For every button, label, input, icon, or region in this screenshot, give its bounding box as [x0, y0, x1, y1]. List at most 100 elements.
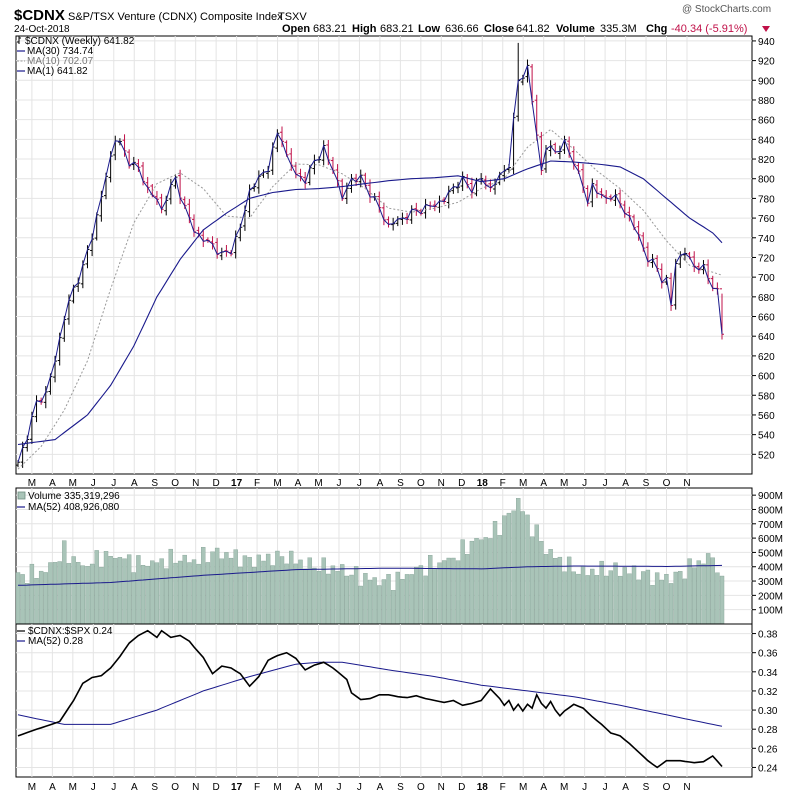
price-xtick-label: A	[540, 478, 547, 489]
price-frame	[15, 35, 753, 475]
volume-bar	[76, 562, 81, 625]
ratio-xtick-label: N	[683, 782, 690, 793]
price-xtick-label: O	[171, 478, 179, 489]
price-xtick-label: M	[314, 478, 322, 489]
ratio-ytick-label: 0.28	[758, 725, 778, 736]
volume-ytick-label: 100M	[758, 606, 783, 617]
volume-bar	[326, 573, 331, 625]
volume-ma52-line	[17, 564, 723, 586]
volume-bar	[275, 550, 280, 625]
ratio-xtick-label: A	[295, 782, 302, 793]
volume-bar	[363, 573, 368, 625]
price-xtick-label: J	[91, 478, 96, 489]
ratio-panel: 0.24 0.26 0.28 0.30 0.32 0.34 0.36 0.38 M A M J J A S O…	[15, 623, 778, 793]
volume-bar	[38, 570, 44, 625]
volume-bar	[164, 568, 169, 625]
price-xtick-label: J	[337, 478, 342, 489]
volume-bar	[506, 512, 512, 625]
ratio-xtick-label: M	[69, 782, 77, 793]
volume-bar	[122, 558, 127, 625]
price-ytick-label: 680	[758, 293, 775, 304]
volume-bar	[437, 562, 442, 625]
index-name: S&P/TSX Venture (CDNX) Composite Index	[68, 11, 283, 23]
ratio-ytick-label: 0.38	[758, 630, 778, 641]
high-label: High	[352, 23, 377, 35]
price-ytick-label: 780	[758, 194, 775, 205]
volume-bar	[659, 579, 664, 625]
volume-bar	[71, 556, 76, 625]
volume-ytick-label: 900M	[758, 491, 783, 502]
price-xtick-label: A	[377, 478, 384, 489]
volume-bar	[682, 578, 688, 625]
ratio-xtick-label: J	[603, 782, 608, 793]
close-label: Close	[484, 23, 514, 35]
volume-bar	[321, 557, 326, 625]
volume-bar	[576, 573, 581, 625]
volume-ytick-label: 400M	[758, 563, 783, 574]
price-ytick-label: 820	[758, 155, 775, 166]
volume-bar	[590, 568, 595, 625]
ratio-xtick-label: M	[314, 782, 322, 793]
close-value: 641.82	[516, 23, 550, 35]
volume-bar	[52, 562, 58, 625]
volume-bar	[367, 579, 373, 625]
volume-bar	[520, 511, 525, 625]
volume-bar	[446, 557, 451, 625]
ratio-ytick-label: 0.32	[758, 687, 778, 698]
price-ytick-label: 800	[758, 175, 775, 186]
volume-bar	[62, 540, 67, 625]
volume-bar	[664, 574, 669, 625]
volume-bar	[705, 553, 711, 625]
ma1-line	[17, 65, 723, 463]
price-xtick-label: A	[131, 478, 138, 489]
volume-bar	[631, 565, 637, 625]
volume-bar	[516, 498, 521, 625]
volume-bar	[242, 555, 248, 625]
volume-bar	[214, 547, 220, 625]
ratio-ma-legend-text: MA(52) 0.28	[28, 636, 83, 647]
exchange: TSXV	[278, 11, 307, 23]
volume-bar	[673, 571, 678, 625]
volume-bar	[228, 557, 234, 625]
price-ytick-label: 540	[758, 431, 775, 442]
volume-bar	[599, 560, 604, 625]
volume-bar	[696, 560, 701, 625]
volume-bar	[608, 570, 613, 625]
volume-bar	[302, 568, 308, 625]
volume-bar	[492, 521, 498, 625]
volume-bar	[136, 555, 141, 625]
volume-bar	[126, 554, 132, 625]
ratio-xtick-label: M	[28, 782, 36, 793]
volume-bar	[173, 562, 178, 625]
price-legend-item-bar: $CDNX (Weekly) 641.82	[17, 36, 135, 47]
volume-bar	[358, 585, 363, 625]
volume-bar	[617, 575, 623, 625]
ratio-xtick-label: D	[212, 782, 219, 793]
volume-bar	[43, 572, 48, 625]
volume-bar	[196, 563, 201, 625]
ratio-xtick-label: N	[438, 782, 445, 793]
volume-bar	[20, 574, 25, 625]
volume-ytick-label: 800M	[758, 505, 783, 516]
volume-bar	[349, 574, 354, 625]
ratio-xtick-label: J	[582, 782, 587, 793]
price-xtick-label: N	[192, 478, 199, 489]
volume-bar	[224, 552, 229, 625]
volume-bar	[441, 560, 447, 625]
volume-bar	[469, 540, 475, 625]
watermark: @ StockCharts.com	[682, 4, 771, 15]
volume-bar	[279, 556, 285, 625]
volume-bar	[201, 547, 206, 625]
volume-bar	[145, 565, 150, 625]
ma1-legend-text: MA(1) 641.82	[27, 66, 88, 77]
low-label: Low	[418, 23, 440, 35]
volume-bar	[645, 569, 651, 625]
volume-bar	[395, 571, 400, 625]
volume-bar	[654, 572, 660, 625]
ratio-xtick-label: F	[500, 782, 506, 793]
price-ytick-label: 560	[758, 411, 775, 422]
volume-bar	[150, 560, 155, 625]
volume-ytick-label: 300M	[758, 577, 783, 588]
price-xtick-label: S	[151, 478, 158, 489]
volume-bar	[451, 557, 456, 625]
